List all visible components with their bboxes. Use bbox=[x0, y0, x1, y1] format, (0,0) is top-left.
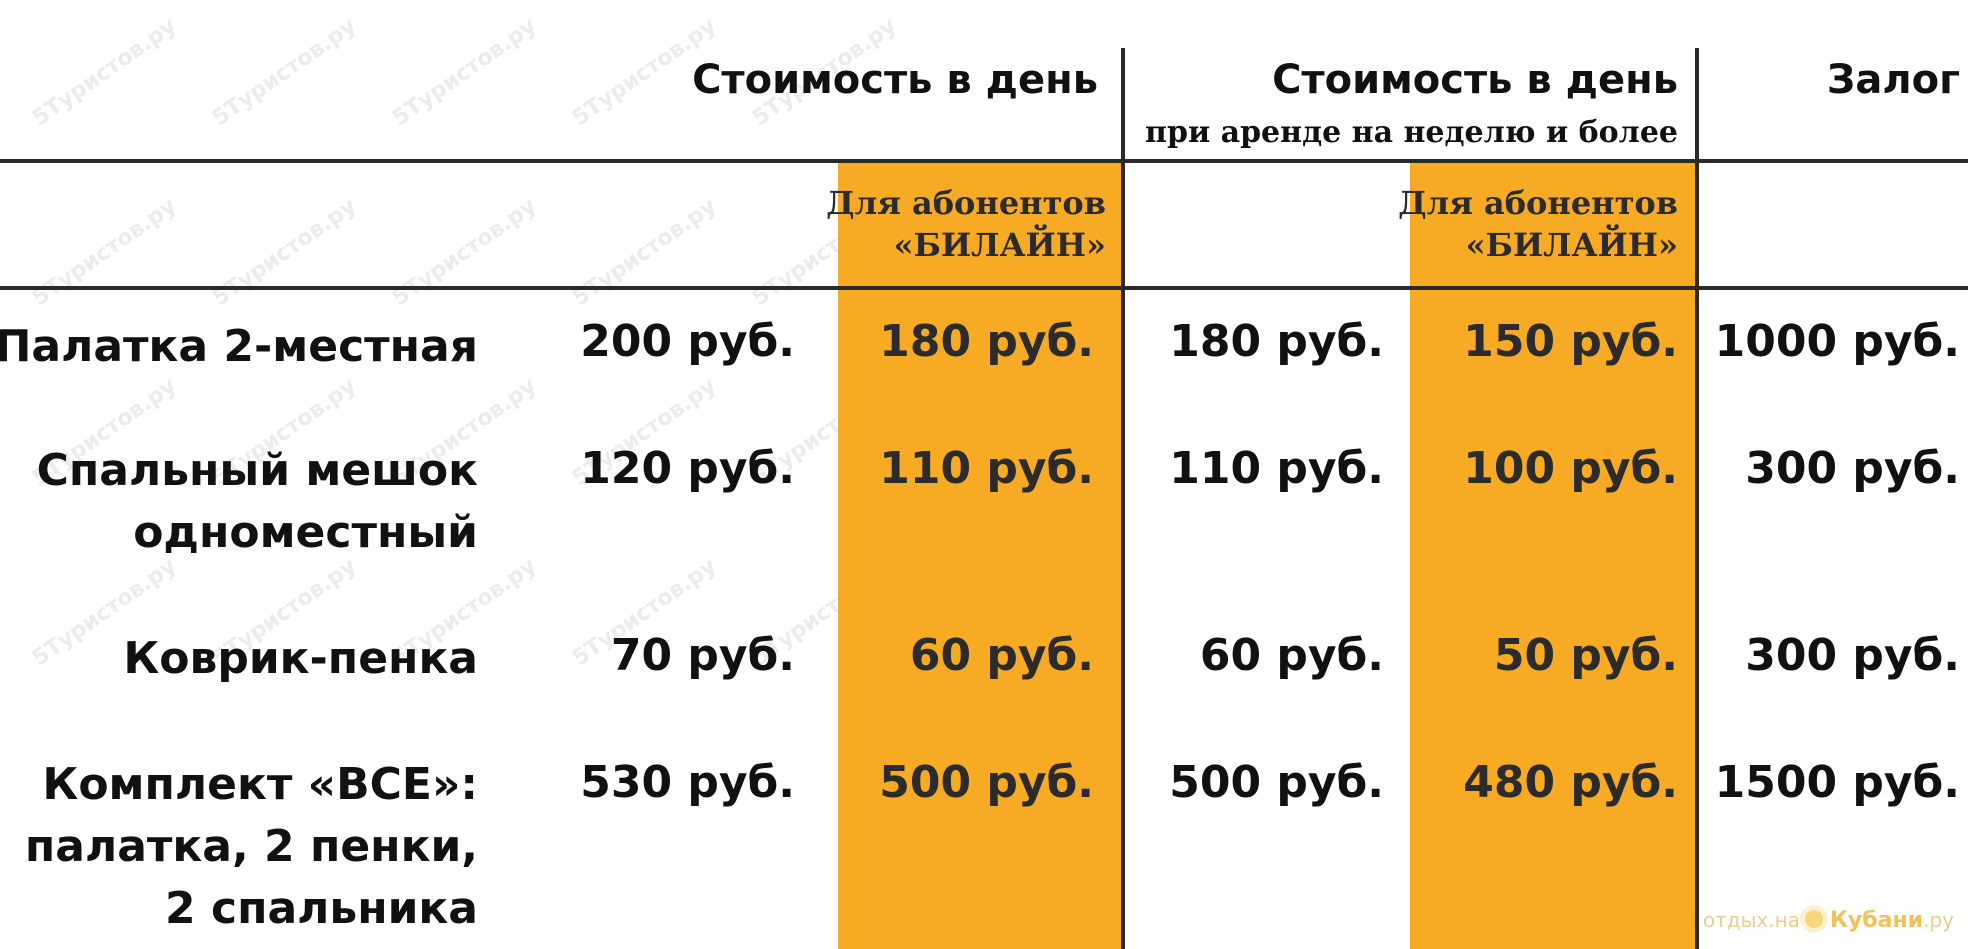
price-day: 530 руб. bbox=[580, 757, 795, 808]
price-week-beeline: 50 руб. bbox=[1493, 630, 1678, 681]
price-day-beeline: 110 руб. bbox=[879, 443, 1094, 494]
price-deposit: 300 руб. bbox=[1745, 630, 1960, 681]
beeline-week-label-line2: «БИЛАЙН» bbox=[1465, 226, 1678, 264]
price-deposit: 1000 руб. bbox=[1714, 316, 1960, 367]
logo-brand: Кубани bbox=[1829, 908, 1924, 933]
otdyh-na-kubani-logo: отдых.на Кубани.ру bbox=[1703, 905, 1954, 933]
item-name-line: 2 спальника bbox=[165, 883, 478, 934]
item-name: Коврик-пенка bbox=[123, 628, 478, 690]
watermark-text: 5Туристов.ру bbox=[388, 13, 541, 132]
item-name-line: палатка, 2 пенки, bbox=[24, 821, 478, 872]
header-cost-per-day-week: Стоимость в день bbox=[1272, 57, 1678, 103]
item-name-line: одноместный bbox=[133, 507, 478, 558]
watermark-text: 5Туристов.ру bbox=[28, 193, 181, 312]
price-week: 180 руб. bbox=[1169, 316, 1384, 367]
header-divider bbox=[0, 159, 1968, 163]
price-day: 200 руб. bbox=[580, 316, 795, 367]
watermark-text: 5Туристов.ру bbox=[388, 193, 541, 312]
logo-prefix: отдых. bbox=[1702, 908, 1775, 932]
price-week-beeline: 150 руб. bbox=[1463, 316, 1678, 367]
header-cost-per-day: Стоимость в день bbox=[692, 57, 1098, 103]
sun-icon bbox=[1799, 905, 1828, 933]
item-name-line: Коврик-пенка bbox=[123, 633, 478, 684]
divider-week-deposit bbox=[1695, 48, 1699, 949]
item-name-line: Спальный мешок bbox=[36, 445, 478, 496]
logo-suffix: .ру bbox=[1923, 908, 1954, 932]
watermark-text: 5Туристов.ру bbox=[568, 193, 721, 312]
beeline-week-column-highlight bbox=[1410, 163, 1696, 949]
item-name: Спальный мешок одноместный bbox=[37, 440, 478, 564]
divider-day-week bbox=[1121, 48, 1125, 949]
price-deposit: 300 руб. bbox=[1745, 443, 1960, 494]
price-day: 70 руб. bbox=[610, 630, 795, 681]
watermark-text: 5Туристов.ру bbox=[208, 193, 361, 312]
beeline-day-column-highlight bbox=[838, 163, 1122, 949]
header-deposit: Залог bbox=[1826, 57, 1960, 103]
price-deposit: 1500 руб. bbox=[1714, 757, 1960, 808]
item-name: Палатка 2-местная bbox=[0, 316, 478, 378]
price-week: 110 руб. bbox=[1169, 443, 1384, 494]
price-day-beeline: 180 руб. bbox=[879, 316, 1094, 367]
price-day: 120 руб. bbox=[580, 443, 795, 494]
subheader-divider bbox=[0, 286, 1968, 290]
beeline-day-label-line2: «БИЛАЙН» bbox=[893, 226, 1106, 264]
price-day-beeline: 60 руб. bbox=[909, 630, 1094, 681]
beeline-week-label-line1: Для абонентов bbox=[1398, 184, 1678, 222]
item-name-line: Палатка 2-местная bbox=[0, 321, 478, 372]
watermark-text: 5Туристов.ру bbox=[208, 13, 361, 132]
price-week-beeline: 480 руб. bbox=[1463, 757, 1678, 808]
item-name: Комплект «ВСЕ»: палатка, 2 пенки, 2 спальн… bbox=[25, 754, 478, 940]
item-name-line: Комплект «ВСЕ»: bbox=[42, 759, 478, 810]
beeline-day-label: Для абонентов «БИЛАЙН» bbox=[826, 182, 1106, 266]
price-week-beeline: 100 руб. bbox=[1463, 443, 1678, 494]
logo-na: на bbox=[1774, 908, 1800, 932]
price-day-beeline: 500 руб. bbox=[879, 757, 1094, 808]
header-week-subtitle: при аренде на неделю и более bbox=[1145, 115, 1678, 150]
beeline-day-label-line1: Для абонентов bbox=[826, 184, 1106, 222]
beeline-week-label: Для абонентов «БИЛАЙН» bbox=[1398, 182, 1678, 266]
price-week: 500 руб. bbox=[1169, 757, 1384, 808]
price-week: 60 руб. bbox=[1199, 630, 1384, 681]
watermark-text: 5Туристов.ру bbox=[28, 13, 181, 132]
